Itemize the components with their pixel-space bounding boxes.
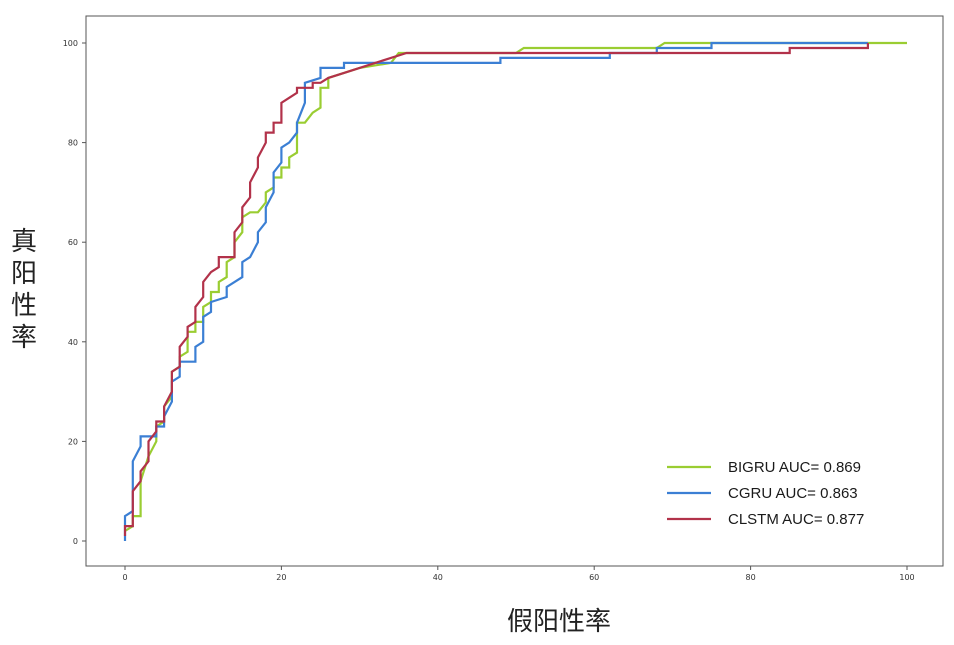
x-tick-label: 100 xyxy=(899,573,914,582)
series-line-2 xyxy=(123,43,869,536)
x-axis-title: 假阳性率 xyxy=(507,607,611,637)
x-tick-label: 40 xyxy=(433,573,443,582)
x-tick-label: 0 xyxy=(122,573,127,582)
y-tick-label: 80 xyxy=(68,139,78,148)
legend-label-1: CGRU AUC= 0.863 xyxy=(728,485,858,502)
plot-frame xyxy=(85,15,944,567)
x-tick-label: 20 xyxy=(276,573,286,582)
y-tick-label: 0 xyxy=(73,537,78,546)
x-tick-label: 80 xyxy=(746,573,756,582)
y-axis-title: 真阳性率 xyxy=(11,227,37,353)
series-lines xyxy=(123,41,907,541)
y-tick-label: 100 xyxy=(63,39,78,48)
y-tick-label: 60 xyxy=(68,238,78,247)
legend: BIGRU AUC= 0.869 CGRU AUC= 0.863 CLSTM AUC… xyxy=(667,459,864,528)
y-tick-label: 20 xyxy=(68,437,78,446)
y-tick-label: 40 xyxy=(68,338,78,347)
legend-label-2: CLSTM AUC= 0.877 xyxy=(728,511,864,528)
legend-label-0: BIGRU AUC= 0.869 xyxy=(728,459,861,476)
y-axis-ticks: 0 20 40 60 80 100 xyxy=(63,39,86,546)
x-axis-ticks: 0 20 40 60 80 100 xyxy=(122,566,915,582)
x-tick-label: 60 xyxy=(589,573,599,582)
